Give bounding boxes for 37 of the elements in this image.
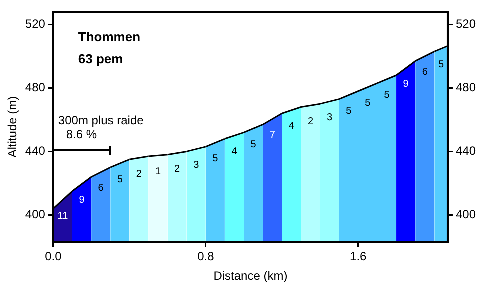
y2-tick-label: 400 bbox=[456, 208, 476, 222]
y-axis-title: Altitude (m) bbox=[6, 96, 20, 158]
annotation: 6 bbox=[422, 67, 428, 78]
annotation: 7 bbox=[270, 130, 276, 141]
x-tick-label: 0.8 bbox=[198, 250, 215, 264]
y-tick-label: 480 bbox=[25, 80, 46, 95]
annotation: 5 bbox=[250, 139, 257, 150]
y-tick-label: 520 bbox=[25, 17, 46, 32]
annotation: 2 bbox=[308, 116, 314, 128]
y2-tick-label: 480 bbox=[456, 80, 476, 95]
annotation: 11 bbox=[58, 210, 69, 222]
annotation: 4 bbox=[288, 121, 295, 132]
y2-tick-label: 440 bbox=[456, 144, 476, 158]
annotation: 5 bbox=[438, 60, 445, 71]
x-tick-label: 0.0 bbox=[45, 250, 62, 264]
y-tick-label: 400 bbox=[25, 208, 46, 222]
annotation: 3 bbox=[327, 112, 334, 124]
annotation: 4 bbox=[232, 146, 238, 158]
y2-tick-label: 520 bbox=[456, 17, 476, 32]
annotation: 3 bbox=[194, 160, 200, 172]
y-tick-label: 440 bbox=[25, 144, 46, 158]
annotation: 2 bbox=[136, 168, 142, 180]
annotation: 5 bbox=[365, 98, 372, 110]
text: 63 pem bbox=[78, 52, 124, 67]
x-tick-label: 1.6 bbox=[350, 250, 368, 264]
annotation: 9 bbox=[79, 195, 86, 206]
annotation: 5 bbox=[212, 154, 219, 165]
annotation: 300m plus raide 8.6 % bbox=[58, 113, 144, 142]
text: Thommen bbox=[78, 30, 141, 45]
annotation: 5 bbox=[117, 174, 124, 186]
annotation: 2 bbox=[174, 164, 181, 176]
annotation: 5 bbox=[384, 90, 390, 102]
annotation: 1 bbox=[155, 166, 162, 178]
annotation: 6 bbox=[98, 183, 104, 194]
x-axis-title: Distance (km) bbox=[214, 269, 288, 284]
annotation: 5 bbox=[346, 106, 352, 118]
annotation: 9 bbox=[403, 79, 410, 90]
